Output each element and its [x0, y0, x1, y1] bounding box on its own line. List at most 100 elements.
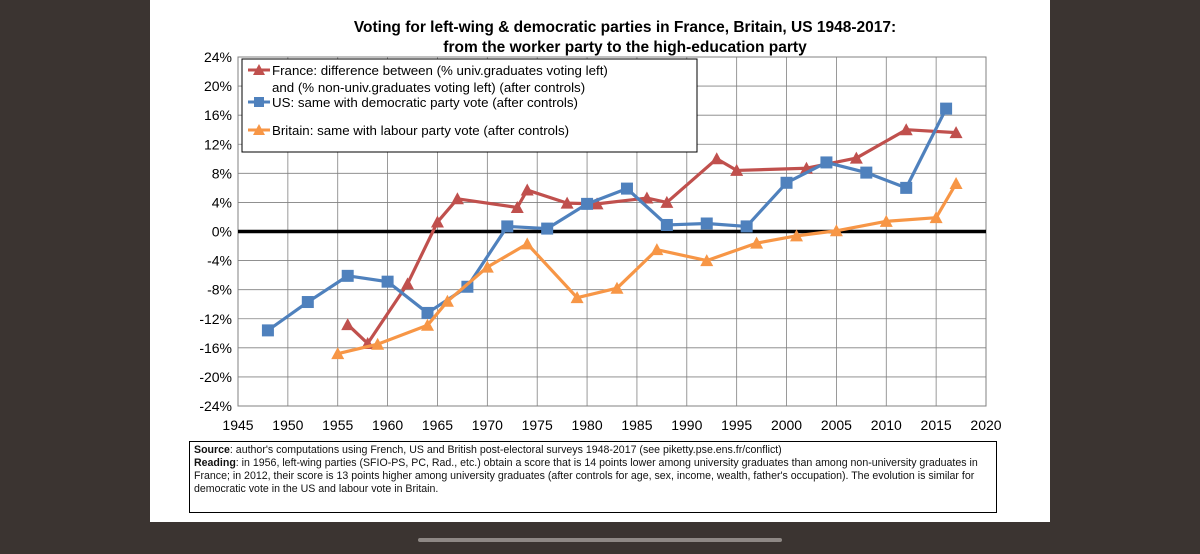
y-tick-label: 12% — [204, 136, 232, 152]
britain-point — [520, 237, 534, 250]
us-point — [700, 217, 713, 230]
us-series — [261, 102, 953, 337]
source-note: Source: author's computations using Fren… — [189, 441, 997, 513]
britain-legend-label: Britain: same with labour party vote (af… — [272, 123, 569, 138]
france-point — [590, 197, 604, 210]
us-point — [541, 222, 554, 235]
us-point — [421, 306, 434, 319]
france-legend-marker — [253, 64, 265, 75]
britain-point — [371, 337, 385, 350]
france-point — [450, 192, 464, 205]
france-point — [710, 152, 724, 165]
reading-label: Reading — [194, 457, 236, 469]
france-point — [510, 201, 524, 214]
france-legend-label: France: difference between (% univ.gradu… — [272, 63, 608, 78]
legend: France: difference between (% univ.gradu… — [241, 58, 698, 153]
us-point — [860, 166, 873, 179]
britain-point — [700, 254, 714, 267]
chart-title-line-1: Voting for left-wing & democratic partie… — [354, 19, 896, 36]
x-tick-label: 2000 — [771, 417, 802, 433]
y-tick-label: 16% — [204, 107, 232, 123]
y-tick-label: 20% — [204, 78, 232, 94]
britain-line — [337, 182, 958, 356]
france-point — [660, 195, 674, 208]
britain-point — [949, 177, 963, 190]
france-point — [520, 183, 534, 196]
britain-point — [929, 211, 943, 224]
source-label: Source — [194, 444, 230, 456]
us-point — [581, 197, 594, 210]
us-legend-label: US: same with democratic party vote (aft… — [272, 95, 578, 110]
chart-title-line-2: from the worker party to the high-educat… — [443, 39, 807, 56]
x-tick-label: 1995 — [721, 417, 752, 433]
x-tick-label: 2010 — [871, 417, 902, 433]
us-point — [501, 220, 514, 233]
y-tick-label: 8% — [212, 165, 232, 181]
france-point — [949, 126, 963, 139]
us-point — [461, 280, 474, 293]
britain-point — [879, 214, 893, 227]
us-point — [341, 269, 354, 282]
x-tick-label: 1950 — [272, 417, 303, 433]
britain-point — [440, 294, 454, 307]
britain-point — [610, 281, 624, 294]
x-tick-label: 1960 — [372, 417, 403, 433]
axes: 1945 1950 1955 1960 1965 1970 1975 1980 1985 1990… — [199, 49, 1001, 433]
y-tick-label: -16% — [199, 340, 232, 356]
chart-card: Voting for left-wing & democratic partie… — [150, 0, 1050, 522]
legend-box — [241, 58, 698, 153]
britain-point — [829, 224, 843, 237]
france-point — [341, 318, 355, 331]
us-point — [301, 296, 314, 309]
x-tick-label: 1990 — [671, 417, 702, 433]
y-tick-label: 24% — [204, 49, 232, 65]
source-text: : author's computations using French, US… — [229, 444, 782, 456]
us-point — [381, 275, 394, 288]
y-tick-label: -8% — [207, 282, 232, 298]
britain-point — [750, 236, 764, 249]
x-tick-label: 1975 — [522, 417, 553, 433]
x-tick-label: 2020 — [970, 417, 1001, 433]
us-point — [820, 156, 833, 169]
x-tick-label: 1985 — [621, 417, 652, 433]
france-point — [899, 123, 913, 136]
france-point — [730, 163, 744, 176]
y-tick-label: 4% — [212, 194, 232, 210]
britain-point — [480, 260, 494, 273]
us-point — [740, 220, 753, 233]
britain-point — [420, 318, 434, 331]
us-line — [266, 107, 948, 332]
y-tick-label: 0% — [212, 224, 232, 240]
france-point — [849, 151, 863, 164]
britain-point — [570, 291, 584, 304]
france-point — [430, 215, 444, 228]
y-tick-label: -4% — [207, 253, 232, 269]
us-point — [261, 324, 274, 337]
france-legend-label: and (% non-univ.graduates voting left) (… — [272, 80, 585, 95]
britain-legend-marker — [253, 124, 265, 135]
chart-title: Voting for left-wing & democratic partie… — [354, 19, 896, 56]
home-indicator[interactable] — [418, 538, 782, 542]
us-point — [900, 181, 913, 194]
france-point — [401, 277, 415, 290]
britain-series — [331, 177, 963, 360]
line-chart: Voting for left-wing & democratic partie… — [199, 19, 1001, 433]
y-tick-label: -20% — [199, 369, 232, 385]
france-point — [640, 191, 654, 204]
x-tick-label: 1970 — [472, 417, 503, 433]
x-tick-label: 1980 — [571, 417, 602, 433]
france-point — [560, 196, 574, 209]
britain-point — [331, 347, 345, 360]
y-tick-label: -24% — [199, 398, 232, 414]
x-tick-label: 1965 — [422, 417, 453, 433]
us-point — [780, 176, 793, 189]
series-layer — [261, 102, 963, 360]
us-point — [940, 102, 953, 115]
y-tick-label: -12% — [199, 311, 232, 327]
britain-point — [790, 229, 804, 242]
x-tick-label: 1955 — [322, 417, 353, 433]
x-tick-label: 2015 — [921, 417, 952, 433]
britain-point — [650, 243, 664, 256]
us-legend-marker — [254, 97, 264, 107]
x-tick-label: 2005 — [821, 417, 852, 433]
